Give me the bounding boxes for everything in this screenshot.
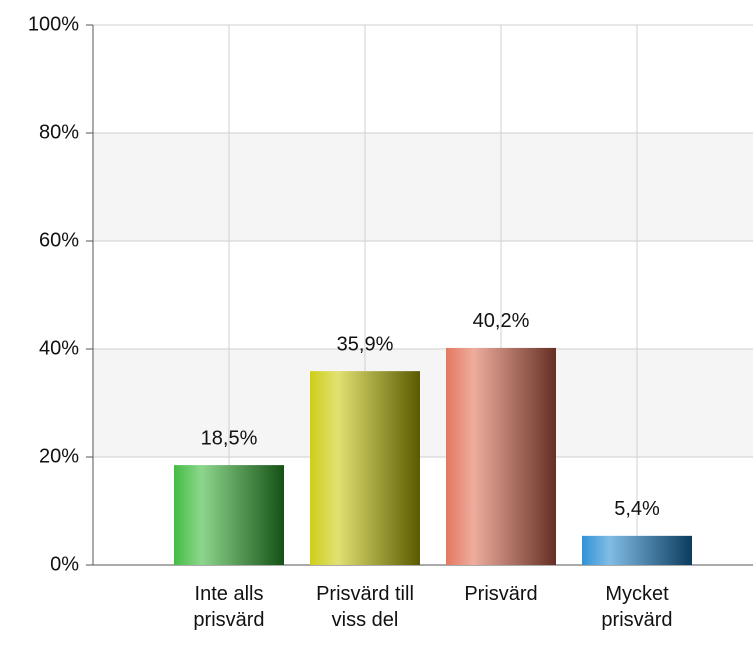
y-tick-label: 100%: [28, 13, 79, 35]
grid-band: [93, 133, 753, 241]
value-label: 35,9%: [337, 333, 394, 355]
bar: [310, 371, 420, 565]
grid-band: [93, 349, 753, 457]
value-label: 18,5%: [201, 427, 258, 449]
y-tick-label: 60%: [39, 229, 79, 251]
y-tick-label: 20%: [39, 445, 79, 467]
x-tick-label: Prisvärd: [464, 583, 538, 605]
bar: [174, 465, 284, 565]
bar: [582, 535, 692, 565]
y-tick-label: 80%: [39, 121, 79, 143]
bar: [446, 347, 556, 565]
x-tick-label: Prisvärd till viss del: [316, 583, 414, 631]
value-label: 40,2%: [473, 310, 530, 332]
x-tick-label: Inte alls prisvärd: [193, 583, 265, 631]
y-tick-label: 0%: [50, 553, 79, 575]
x-tick-label: Mycket prisvärd: [601, 583, 673, 631]
value-label: 5,4%: [614, 498, 660, 520]
y-tick-label: 40%: [39, 337, 79, 359]
